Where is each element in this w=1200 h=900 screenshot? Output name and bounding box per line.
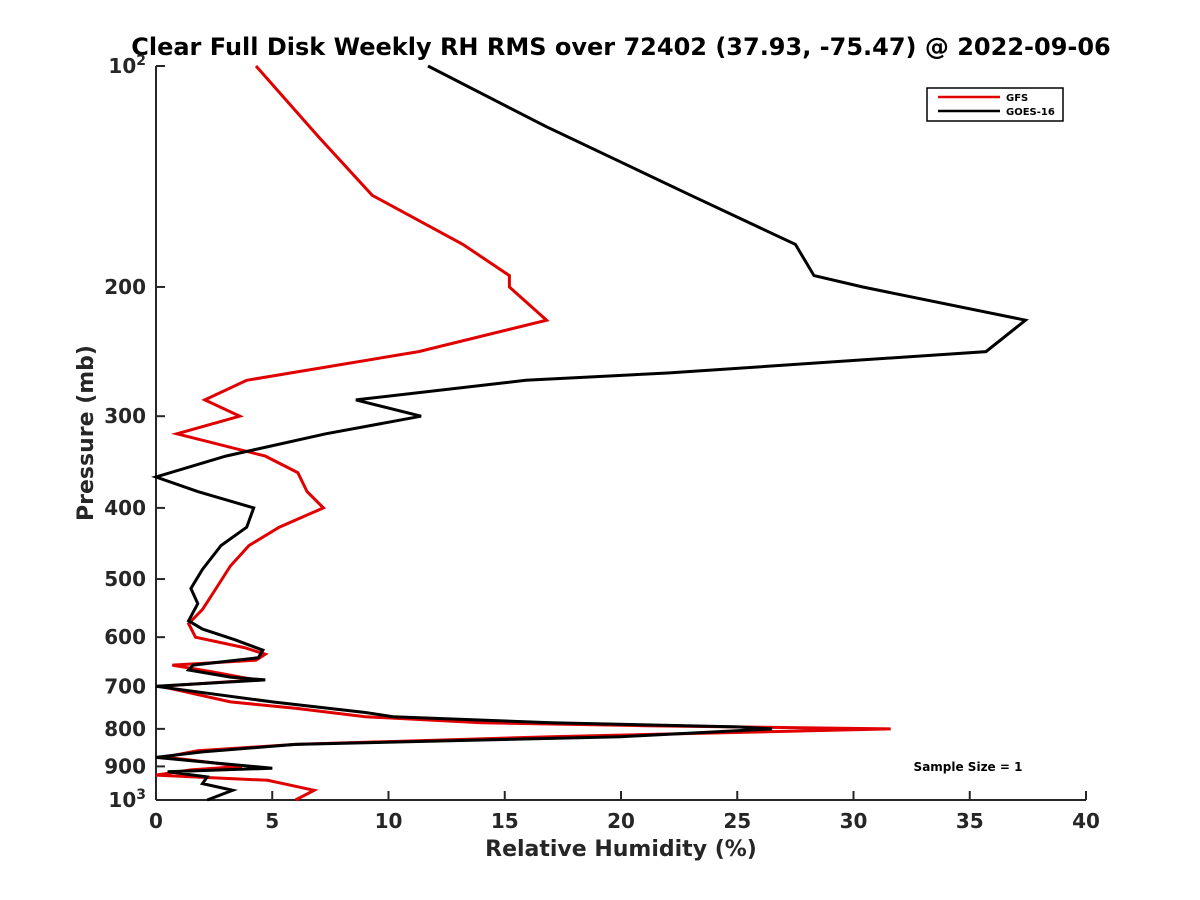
legend: GFS GOES-16: [926, 87, 1064, 122]
y-tick-label: 103: [108, 787, 146, 812]
x-tick-label: 40: [1072, 809, 1100, 833]
y-tick-label-base: 600: [104, 625, 146, 649]
legend-label-gfs: GFS: [1006, 93, 1028, 104]
legend-label-goes16: GOES-16: [1006, 107, 1055, 118]
x-tick-label: 30: [840, 809, 868, 833]
x-tick-label: 15: [491, 809, 519, 833]
x-tick-label: 35: [956, 809, 984, 833]
y-tick-label-exponent: 2: [136, 53, 146, 69]
chart-title: Clear Full Disk Weekly RH RMS over 72402…: [131, 33, 1111, 61]
x-tick-label: 0: [149, 809, 163, 833]
x-tick-label: 5: [265, 809, 279, 833]
y-tick-label-base: 800: [104, 717, 146, 741]
legend-box: [926, 87, 1064, 122]
y-tick-label-base: 10: [108, 54, 136, 78]
y-tick-label-base: 200: [104, 275, 146, 299]
x-axis-label: Relative Humidity (%): [485, 837, 757, 862]
y-tick-label-exponent: 3: [136, 787, 146, 803]
plot-area: 0 5 10 15 20 25 30 35 40 10220030040050060070080…: [104, 53, 1100, 833]
y-tick-label-base: 10: [108, 788, 136, 812]
y-tick-label: 500: [104, 567, 146, 591]
y-tick-label-base: 900: [104, 754, 146, 778]
y-tick-label: 400: [104, 496, 146, 520]
y-tick-label: 900: [104, 754, 146, 778]
y-axis-label: Pressure (mb): [74, 345, 99, 521]
series-line-goes16: [151, 64, 1029, 802]
y-tick-label-base: 700: [104, 674, 146, 698]
series-line-gfs: [155, 65, 891, 802]
x-tick-label: 20: [607, 809, 635, 833]
y-tick-label: 800: [104, 717, 146, 741]
sample-size-annotation: Sample Size = 1: [914, 760, 1023, 774]
y-tick-label: 600: [104, 625, 146, 649]
x-tick-label: 10: [375, 809, 403, 833]
y-tick-label: 102: [108, 53, 146, 78]
y-tick-label-base: 300: [104, 404, 146, 428]
y-tick-label-base: 400: [104, 496, 146, 520]
series-group: [151, 64, 1029, 802]
x-tick-label: 25: [723, 809, 751, 833]
y-tick-label: 700: [104, 674, 146, 698]
x-tick-group: 0 5 10 15 20 25 30 35 40: [149, 791, 1100, 833]
y-tick-label: 300: [104, 404, 146, 428]
y-tick-label-base: 500: [104, 567, 146, 591]
y-tick-label: 200: [104, 275, 146, 299]
